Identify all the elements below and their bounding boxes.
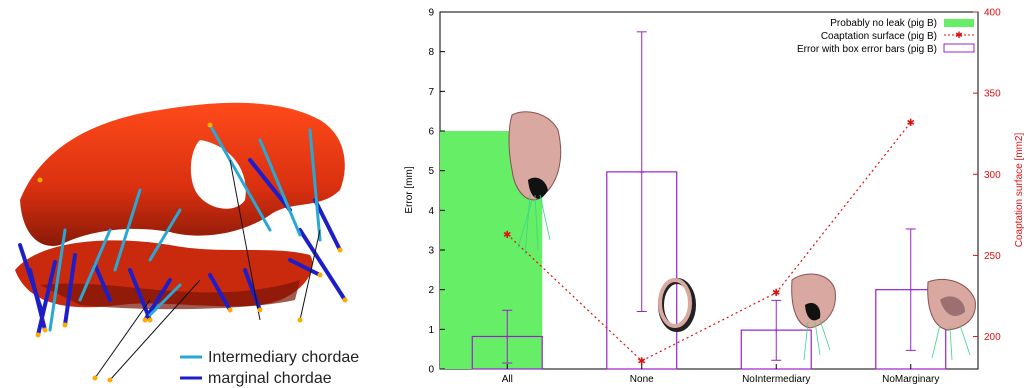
y2-axis-label: Coaptation surface [mm2] (1014, 133, 1025, 248)
y-tick-label: 7 (428, 87, 434, 98)
y2-tick-label: 200 (984, 332, 1001, 343)
error-mean-marker-nointermediary: + (774, 326, 779, 336)
legend-no-leak: Probably no leak (pig B) (830, 18, 937, 29)
y2-tick-label: 350 (984, 89, 1001, 100)
x-tick-label-nomarginary: NoMarginary (882, 374, 939, 385)
x-tick-label-nointermediary: NoIntermediary (742, 374, 810, 385)
attachment-points (35, 122, 348, 383)
y-tick-label: 6 (428, 127, 434, 138)
y2-tick-label: 400 (984, 8, 1001, 19)
y-tick-label: 8 (428, 47, 434, 58)
x-tick-label-none: None (630, 374, 654, 385)
coaptation-point-nomarginary: ✱ (907, 118, 915, 129)
valve-legend: Intermediary chordae marginal chordae (180, 349, 359, 387)
error-mean-marker-nomarginary: + (908, 285, 913, 295)
y-tick-label: 0 (428, 365, 434, 376)
coaptation-point-all: ✱ (503, 230, 511, 241)
thumbnail-all (508, 111, 562, 256)
leaflet-thumbnails (508, 111, 976, 361)
chart-legend: Probably no leak (pig B) Coaptation surf… (797, 18, 975, 55)
y-axis-label: Error [mm] (404, 166, 415, 213)
legend-marginal-chordae: marginal chordae (208, 370, 332, 387)
mitral-valve-illustration: Intermediary chordae marginal chordae (15, 102, 359, 387)
y2-tick-label: 250 (984, 251, 1001, 262)
coaptation-point-none: ✱ (638, 356, 646, 367)
legend-intermediary-chordae: Intermediary chordae (208, 349, 359, 366)
svg-text:✱: ✱ (955, 30, 963, 40)
error-mean-marker-none: + (639, 167, 644, 177)
thumbnail-none (658, 278, 696, 332)
legend-error-box: Error with box error bars (pig B) (797, 44, 937, 55)
coaptation-line (506, 121, 912, 362)
y-tick-label: 3 (428, 246, 434, 257)
valve-surface-upper (20, 102, 345, 246)
marginal-chordae (18, 158, 347, 337)
y-tick-label: 4 (428, 206, 434, 217)
y-tick-label: 1 (428, 325, 434, 336)
y-tick-label: 9 (428, 8, 434, 19)
thumbnail-nointermediary (791, 273, 836, 361)
chordae-tendon-lines (94, 159, 321, 381)
y-tick-label: 2 (428, 285, 434, 296)
y-tick-label: 5 (428, 166, 434, 177)
thumbnail-nomarginary (927, 278, 976, 361)
y2-tick-label: 300 (984, 170, 1001, 181)
coaptation-point-nointermediary: ✱ (772, 288, 780, 299)
x-tick-label-all: All (502, 374, 513, 385)
error-chart: + + + + ✱ ✱ ✱ ✱ 0 1 2 3 4 5 6 7 8 9 200 250 300 350 400 All No… (404, 8, 1025, 386)
intermediary-chordae (48, 123, 322, 332)
legend-coaptation: Coaptation surface (pig B) (821, 31, 937, 42)
error-mean-marker-all: + (505, 332, 510, 342)
valve-orifice (190, 140, 246, 209)
